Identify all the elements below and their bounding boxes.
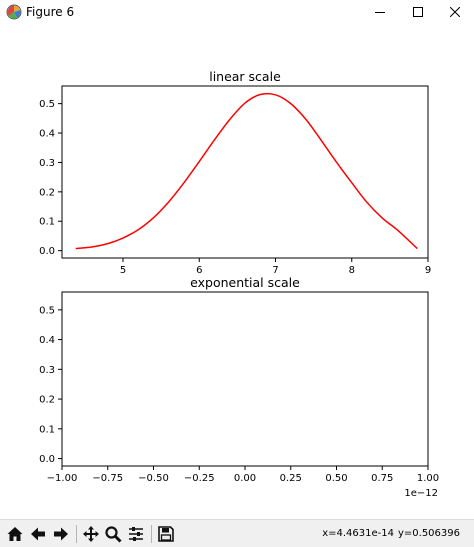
x-tick-label: 8 bbox=[349, 265, 355, 276]
toolbar-separator bbox=[76, 525, 77, 543]
back-arrow-icon bbox=[31, 527, 45, 541]
x-tick-label: −1.00 bbox=[47, 473, 78, 484]
maximize-button[interactable] bbox=[399, 0, 437, 24]
axes-title: linear scale bbox=[209, 69, 281, 84]
save-button[interactable] bbox=[155, 523, 177, 545]
forward-button[interactable] bbox=[50, 523, 72, 545]
x-tick-label: 1.00 bbox=[417, 473, 439, 484]
y-tick-label: 0.3 bbox=[39, 158, 55, 169]
cursor-y: y=0.506396 bbox=[397, 528, 460, 539]
zoom-button[interactable] bbox=[102, 523, 124, 545]
pan-icon bbox=[83, 526, 99, 542]
home-button[interactable] bbox=[4, 523, 26, 545]
x-tick-label: −0.75 bbox=[92, 473, 123, 484]
x-tick-label: 0.00 bbox=[234, 473, 256, 484]
forward-arrow-icon bbox=[54, 527, 68, 541]
y-tick-label: 0.0 bbox=[39, 454, 55, 465]
y-tick-label: 0.4 bbox=[39, 129, 55, 140]
figure-canvas[interactable]: linear scale 5 6 7 8 9 0.0 0.1 0.2 0.3 0.4 0.5 expon… bbox=[0, 24, 474, 519]
x-tick-label: 0.50 bbox=[325, 473, 347, 484]
y-tick-label: 0.2 bbox=[39, 187, 55, 198]
maximize-icon bbox=[413, 7, 423, 17]
y-tick-label: 0.1 bbox=[39, 424, 55, 435]
y-tick-label: 0.0 bbox=[39, 246, 55, 257]
x-tick-label: 5 bbox=[120, 265, 126, 276]
x-tick-label: 0.75 bbox=[371, 473, 393, 484]
x-offset-text: 1e−12 bbox=[404, 488, 438, 499]
y-tick-label: 0.5 bbox=[39, 305, 55, 316]
x-tick-label: 0.25 bbox=[280, 473, 302, 484]
back-button[interactable] bbox=[27, 523, 49, 545]
cursor-x: x=4.4631e-14 bbox=[322, 528, 394, 539]
series-line bbox=[75, 92, 418, 250]
axes-frame bbox=[61, 291, 429, 467]
x-tick-label: 7 bbox=[272, 265, 278, 276]
x-tick-label: 9 bbox=[425, 265, 431, 276]
minimize-icon bbox=[375, 12, 385, 13]
y-tick-label: 0.1 bbox=[39, 217, 55, 228]
x-tick-label: 6 bbox=[196, 265, 202, 276]
x-tick-label: −0.50 bbox=[138, 473, 169, 484]
axes-2: exponential scale −1.00 −0.75 −0.50 −0.25 0.0… bbox=[39, 275, 439, 499]
y-tick-label: 0.3 bbox=[39, 365, 55, 376]
minimize-button[interactable] bbox=[361, 0, 399, 24]
x-tick-label: −0.25 bbox=[184, 473, 215, 484]
zoom-icon bbox=[105, 526, 122, 543]
y-tick-label: 0.2 bbox=[39, 395, 55, 406]
toolbar-separator bbox=[151, 525, 152, 543]
save-icon bbox=[158, 526, 174, 542]
close-icon bbox=[450, 7, 460, 17]
axes-title: exponential scale bbox=[190, 275, 300, 290]
cursor-coordinates: x=4.4631e-14 y=0.506396 bbox=[318, 528, 460, 539]
window-title: Figure 6 bbox=[26, 5, 75, 19]
title-bar: Figure 6 bbox=[0, 0, 474, 24]
configure-subplots-button[interactable] bbox=[125, 523, 147, 545]
home-icon bbox=[7, 527, 23, 541]
matplotlib-icon bbox=[6, 4, 22, 20]
pan-button[interactable] bbox=[80, 523, 102, 545]
navigation-toolbar: x=4.4631e-14 y=0.506396 bbox=[0, 519, 474, 547]
close-button[interactable] bbox=[436, 0, 474, 24]
configure-subplots-icon bbox=[129, 527, 143, 541]
y-tick-label: 0.4 bbox=[39, 335, 55, 346]
y-tick-label: 0.5 bbox=[39, 99, 55, 110]
axes-1: linear scale 5 6 7 8 9 0.0 0.1 0.2 0.3 0.4 0.5 bbox=[39, 69, 431, 276]
axes-frame bbox=[61, 85, 429, 259]
